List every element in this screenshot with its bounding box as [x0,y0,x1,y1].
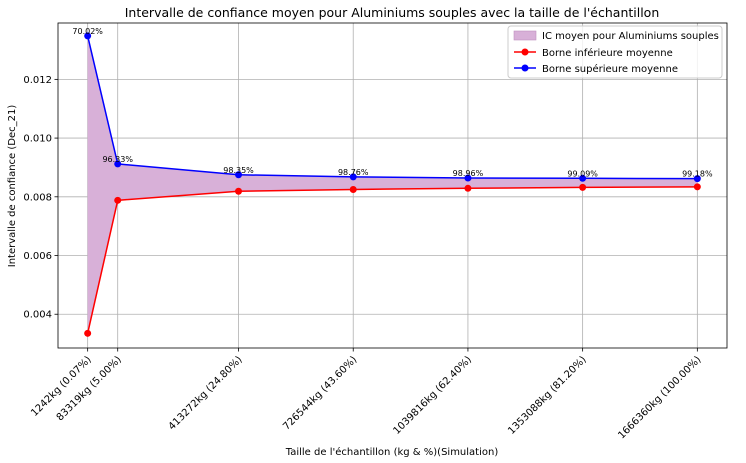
data-label: 98.76% [338,168,369,177]
x-axis-label: Taille de l'échantillon (kg & %)(Simulat… [285,446,499,458]
y-tick-label: 0.004 [23,310,52,321]
x-tick-label: 1666360kg (100.00%) [616,354,703,441]
legend-fill-swatch [513,30,537,41]
data-point [84,32,92,40]
series-line [86,186,698,334]
legend: IC moyen pour Aluminiums souples Borne i… [507,25,723,79]
data-label: 96.33% [102,155,133,164]
data-point [464,184,472,192]
y-tick-label: 0.010 [23,134,52,145]
plot-area-frame [57,22,728,349]
legend-fill-label: IC moyen pour Aluminiums souples [542,31,719,42]
legend-lower-marker [521,48,529,56]
x-tick-label: 1353088kg (81.20%) [506,354,589,437]
chart-title: Intervalle de confiance moyen pour Alumi… [125,5,660,20]
data-point [464,174,472,182]
data-point [579,174,587,182]
y-tick-label: 0.006 [23,251,52,262]
legend-upper-label: Borne supérieure moyenne [542,63,678,75]
data-point [693,175,701,183]
data-point [114,160,122,168]
x-tick-label: 1039816kg (62.40%) [391,354,474,437]
y-tick-label: 0.008 [23,192,52,203]
x-axis-ticks: 1242kg (0.07%)83319kg (5.00%) 413272kg (2… [29,348,704,441]
legend-upper-marker [521,64,529,72]
data-label: 98.35% [223,166,254,175]
series-group [84,32,701,337]
data-point [349,185,357,193]
data-label: 98.96% [453,169,484,178]
data-label: 70.02% [72,27,103,36]
y-axis-label: Intervalle de confiance (Dec_21) [7,105,18,268]
data-point [114,196,122,204]
ci-fill-area [87,35,698,334]
legend-lower-label: Borne inférieure moyenne [542,47,673,59]
data-labels: 70.02% 96.33% 98.35% 98.76% 98.96% 99.09% 99.1… [72,27,713,179]
data-point [693,183,701,191]
data-label: 99.18% [682,170,713,179]
data-point [84,329,92,337]
y-axis-ticks: 0.004 0.006 0.008 0.010 0.012 [23,75,58,321]
x-tick-label: 726544kg (43.60%) [281,354,359,432]
x-tick-label: 413272kg (24.80%) [167,354,245,432]
data-point [349,173,357,181]
legend-frame [507,25,723,79]
data-point [235,187,243,195]
data-point [235,171,243,179]
y-tick-label: 0.012 [23,75,52,86]
data-label: 99.09% [567,169,598,178]
data-point [579,183,587,191]
